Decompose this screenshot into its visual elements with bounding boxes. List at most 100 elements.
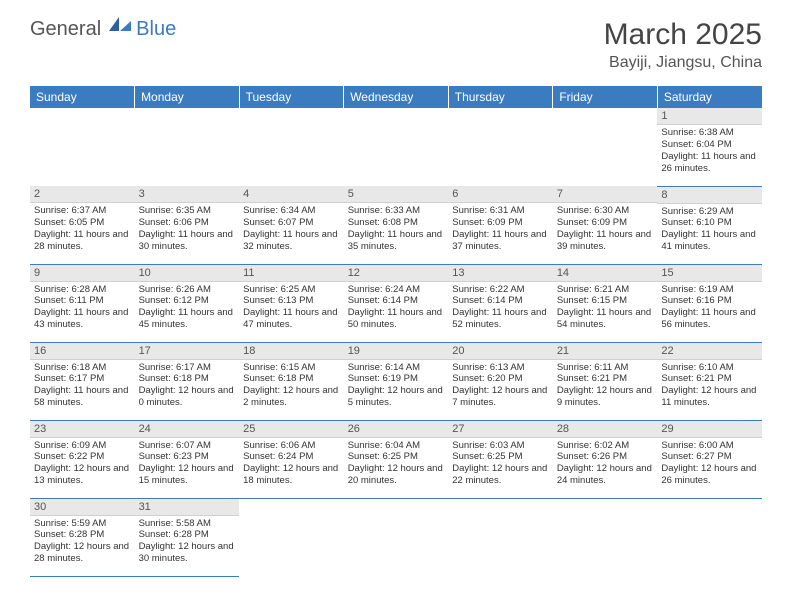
day-number: 5 (344, 186, 449, 203)
calendar-cell: 6Sunrise: 6:31 AMSunset: 6:09 PMDaylight… (448, 186, 553, 264)
day-details: Sunrise: 6:26 AMSunset: 6:12 PMDaylight:… (135, 282, 240, 334)
day-number: 29 (657, 421, 762, 438)
calendar-cell: 26Sunrise: 6:04 AMSunset: 6:25 PMDayligh… (344, 420, 449, 498)
location: Bayiji, Jiangsu, China (604, 54, 762, 72)
calendar-cell: 1Sunrise: 6:38 AMSunset: 6:04 PMDaylight… (657, 108, 762, 186)
calendar-table: SundayMondayTuesdayWednesdayThursdayFrid… (30, 86, 762, 577)
day-number: 30 (30, 499, 135, 516)
day-details: Sunrise: 5:59 AMSunset: 6:28 PMDaylight:… (30, 516, 135, 568)
day-number: 17 (135, 343, 240, 360)
day-details: Sunrise: 6:15 AMSunset: 6:18 PMDaylight:… (239, 360, 344, 412)
day-number: 19 (344, 343, 449, 360)
day-details: Sunrise: 6:04 AMSunset: 6:25 PMDaylight:… (344, 438, 449, 490)
day-number: 22 (657, 343, 762, 360)
day-number: 27 (448, 421, 553, 438)
calendar-cell: 10Sunrise: 6:26 AMSunset: 6:12 PMDayligh… (135, 264, 240, 342)
calendar-cell (135, 108, 240, 186)
day-details: Sunrise: 6:13 AMSunset: 6:20 PMDaylight:… (448, 360, 553, 412)
calendar-cell: 28Sunrise: 6:02 AMSunset: 6:26 PMDayligh… (553, 420, 658, 498)
day-details: Sunrise: 6:06 AMSunset: 6:24 PMDaylight:… (239, 438, 344, 490)
month-title: March 2025 (604, 18, 762, 52)
calendar-cell (30, 108, 135, 186)
day-details: Sunrise: 6:09 AMSunset: 6:22 PMDaylight:… (30, 438, 135, 490)
day-number: 8 (657, 187, 762, 204)
weekday-header: Thursday (448, 86, 553, 108)
day-details: Sunrise: 6:30 AMSunset: 6:09 PMDaylight:… (553, 203, 658, 255)
calendar-cell (239, 498, 344, 576)
day-details: Sunrise: 6:21 AMSunset: 6:15 PMDaylight:… (553, 282, 658, 334)
calendar-row: 2Sunrise: 6:37 AMSunset: 6:05 PMDaylight… (30, 186, 762, 264)
calendar-body: 1Sunrise: 6:38 AMSunset: 6:04 PMDaylight… (30, 108, 762, 576)
day-details: Sunrise: 6:07 AMSunset: 6:23 PMDaylight:… (135, 438, 240, 490)
day-details: Sunrise: 6:11 AMSunset: 6:21 PMDaylight:… (553, 360, 658, 412)
weekday-header: Friday (553, 86, 658, 108)
calendar-row: 16Sunrise: 6:18 AMSunset: 6:17 PMDayligh… (30, 342, 762, 420)
calendar-cell: 8Sunrise: 6:29 AMSunset: 6:10 PMDaylight… (657, 186, 762, 264)
calendar-cell: 16Sunrise: 6:18 AMSunset: 6:17 PMDayligh… (30, 342, 135, 420)
calendar-cell: 22Sunrise: 6:10 AMSunset: 6:21 PMDayligh… (657, 342, 762, 420)
title-block: March 2025 Bayiji, Jiangsu, China (604, 18, 762, 72)
weekday-header: Monday (135, 86, 240, 108)
day-number: 25 (239, 421, 344, 438)
day-number: 31 (135, 499, 240, 516)
calendar-cell (448, 108, 553, 186)
day-details: Sunrise: 6:37 AMSunset: 6:05 PMDaylight:… (30, 203, 135, 255)
calendar-cell: 21Sunrise: 6:11 AMSunset: 6:21 PMDayligh… (553, 342, 658, 420)
calendar-cell: 12Sunrise: 6:24 AMSunset: 6:14 PMDayligh… (344, 264, 449, 342)
weekday-header: Wednesday (344, 86, 449, 108)
calendar-cell: 11Sunrise: 6:25 AMSunset: 6:13 PMDayligh… (239, 264, 344, 342)
calendar-cell: 13Sunrise: 6:22 AMSunset: 6:14 PMDayligh… (448, 264, 553, 342)
day-number: 26 (344, 421, 449, 438)
calendar-cell: 2Sunrise: 6:37 AMSunset: 6:05 PMDaylight… (30, 186, 135, 264)
day-details: Sunrise: 6:34 AMSunset: 6:07 PMDaylight:… (239, 203, 344, 255)
header: General Blue March 2025 Bayiji, Jiangsu,… (0, 0, 792, 80)
calendar-cell: 18Sunrise: 6:15 AMSunset: 6:18 PMDayligh… (239, 342, 344, 420)
logo-text-accent: Blue (136, 18, 176, 41)
day-details: Sunrise: 6:02 AMSunset: 6:26 PMDaylight:… (553, 438, 658, 490)
day-number: 15 (657, 265, 762, 282)
day-details: Sunrise: 6:10 AMSunset: 6:21 PMDaylight:… (657, 360, 762, 412)
day-number: 14 (553, 265, 658, 282)
calendar-cell: 7Sunrise: 6:30 AMSunset: 6:09 PMDaylight… (553, 186, 658, 264)
calendar-cell: 5Sunrise: 6:33 AMSunset: 6:08 PMDaylight… (344, 186, 449, 264)
calendar-cell: 31Sunrise: 5:58 AMSunset: 6:28 PMDayligh… (135, 498, 240, 576)
calendar-cell: 14Sunrise: 6:21 AMSunset: 6:15 PMDayligh… (553, 264, 658, 342)
day-number: 13 (448, 265, 553, 282)
weekday-header: Saturday (657, 86, 762, 108)
day-details: Sunrise: 6:03 AMSunset: 6:25 PMDaylight:… (448, 438, 553, 490)
calendar-cell: 15Sunrise: 6:19 AMSunset: 6:16 PMDayligh… (657, 264, 762, 342)
day-number: 1 (657, 108, 762, 125)
calendar-row: 23Sunrise: 6:09 AMSunset: 6:22 PMDayligh… (30, 420, 762, 498)
calendar-cell (344, 498, 449, 576)
day-details: Sunrise: 6:29 AMSunset: 6:10 PMDaylight:… (657, 204, 762, 256)
day-number: 9 (30, 265, 135, 282)
day-number: 2 (30, 186, 135, 203)
day-number: 11 (239, 265, 344, 282)
calendar-cell: 19Sunrise: 6:14 AMSunset: 6:19 PMDayligh… (344, 342, 449, 420)
calendar-cell: 3Sunrise: 6:35 AMSunset: 6:06 PMDaylight… (135, 186, 240, 264)
calendar-row: 1Sunrise: 6:38 AMSunset: 6:04 PMDaylight… (30, 108, 762, 186)
calendar-cell: 20Sunrise: 6:13 AMSunset: 6:20 PMDayligh… (448, 342, 553, 420)
day-number: 4 (239, 186, 344, 203)
day-details: Sunrise: 6:38 AMSunset: 6:04 PMDaylight:… (657, 125, 762, 177)
day-details: Sunrise: 6:24 AMSunset: 6:14 PMDaylight:… (344, 282, 449, 334)
calendar-cell: 30Sunrise: 5:59 AMSunset: 6:28 PMDayligh… (30, 498, 135, 576)
logo-text-main: General (30, 18, 101, 41)
calendar-cell: 4Sunrise: 6:34 AMSunset: 6:07 PMDaylight… (239, 186, 344, 264)
day-number: 7 (553, 186, 658, 203)
day-number: 12 (344, 265, 449, 282)
calendar-cell: 9Sunrise: 6:28 AMSunset: 6:11 PMDaylight… (30, 264, 135, 342)
calendar-cell: 25Sunrise: 6:06 AMSunset: 6:24 PMDayligh… (239, 420, 344, 498)
day-details: Sunrise: 6:22 AMSunset: 6:14 PMDaylight:… (448, 282, 553, 334)
calendar-row: 9Sunrise: 6:28 AMSunset: 6:11 PMDaylight… (30, 264, 762, 342)
calendar-cell (448, 498, 553, 576)
calendar-cell (344, 108, 449, 186)
day-number: 28 (553, 421, 658, 438)
day-number: 6 (448, 186, 553, 203)
calendar-cell (657, 498, 762, 576)
calendar-cell: 24Sunrise: 6:07 AMSunset: 6:23 PMDayligh… (135, 420, 240, 498)
day-details: Sunrise: 6:33 AMSunset: 6:08 PMDaylight:… (344, 203, 449, 255)
calendar-cell: 27Sunrise: 6:03 AMSunset: 6:25 PMDayligh… (448, 420, 553, 498)
day-number: 23 (30, 421, 135, 438)
day-number: 20 (448, 343, 553, 360)
